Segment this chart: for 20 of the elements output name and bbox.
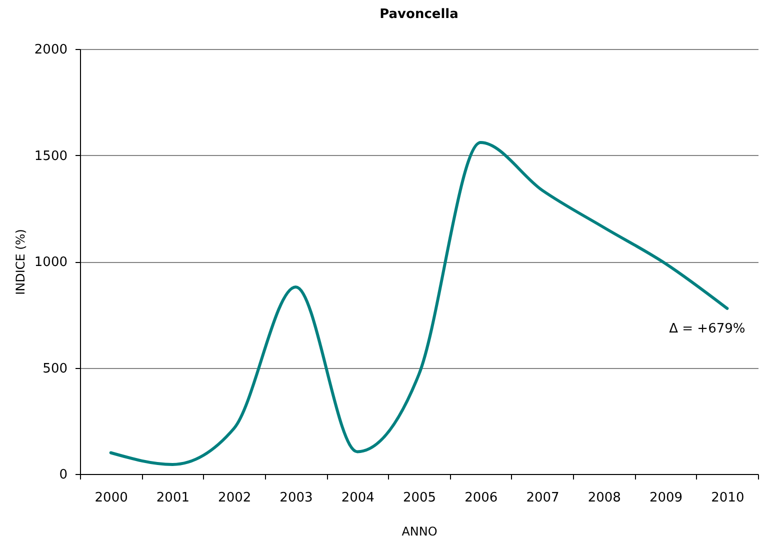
x-tick-label: 2000: [94, 490, 128, 506]
x-tick-label: 2006: [464, 490, 498, 506]
y-axis-title: INDICE (%): [13, 229, 28, 295]
x-tick-label: 2002: [218, 490, 252, 506]
x-tick-label: 2009: [650, 490, 683, 506]
y-tick-label: 500: [42, 361, 68, 376]
y-tick-label: 1500: [34, 148, 68, 164]
y-tick-label: 2000: [34, 42, 68, 58]
x-tick-label: 2004: [341, 490, 374, 506]
annotation: Δ = +679%: [669, 321, 746, 336]
x-tick-label: 2007: [526, 490, 560, 506]
y-tick-label: 0: [59, 468, 68, 482]
x-tick-label: 2005: [402, 490, 436, 506]
chart-title: Pavoncella: [380, 7, 458, 22]
x-axis-title: ANNO: [402, 524, 438, 538]
x-tick-label: 2010: [711, 490, 744, 506]
y-tick-label: 1000: [34, 255, 68, 270]
x-tick-label: 2003: [280, 490, 313, 506]
x-tick-label: 2001: [156, 490, 190, 506]
x-tick-label: 2008: [588, 490, 621, 506]
